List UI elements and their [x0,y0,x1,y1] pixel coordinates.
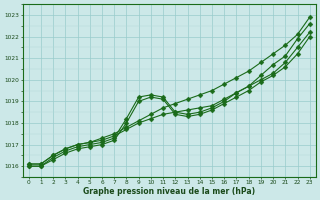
X-axis label: Graphe pression niveau de la mer (hPa): Graphe pression niveau de la mer (hPa) [83,187,255,196]
